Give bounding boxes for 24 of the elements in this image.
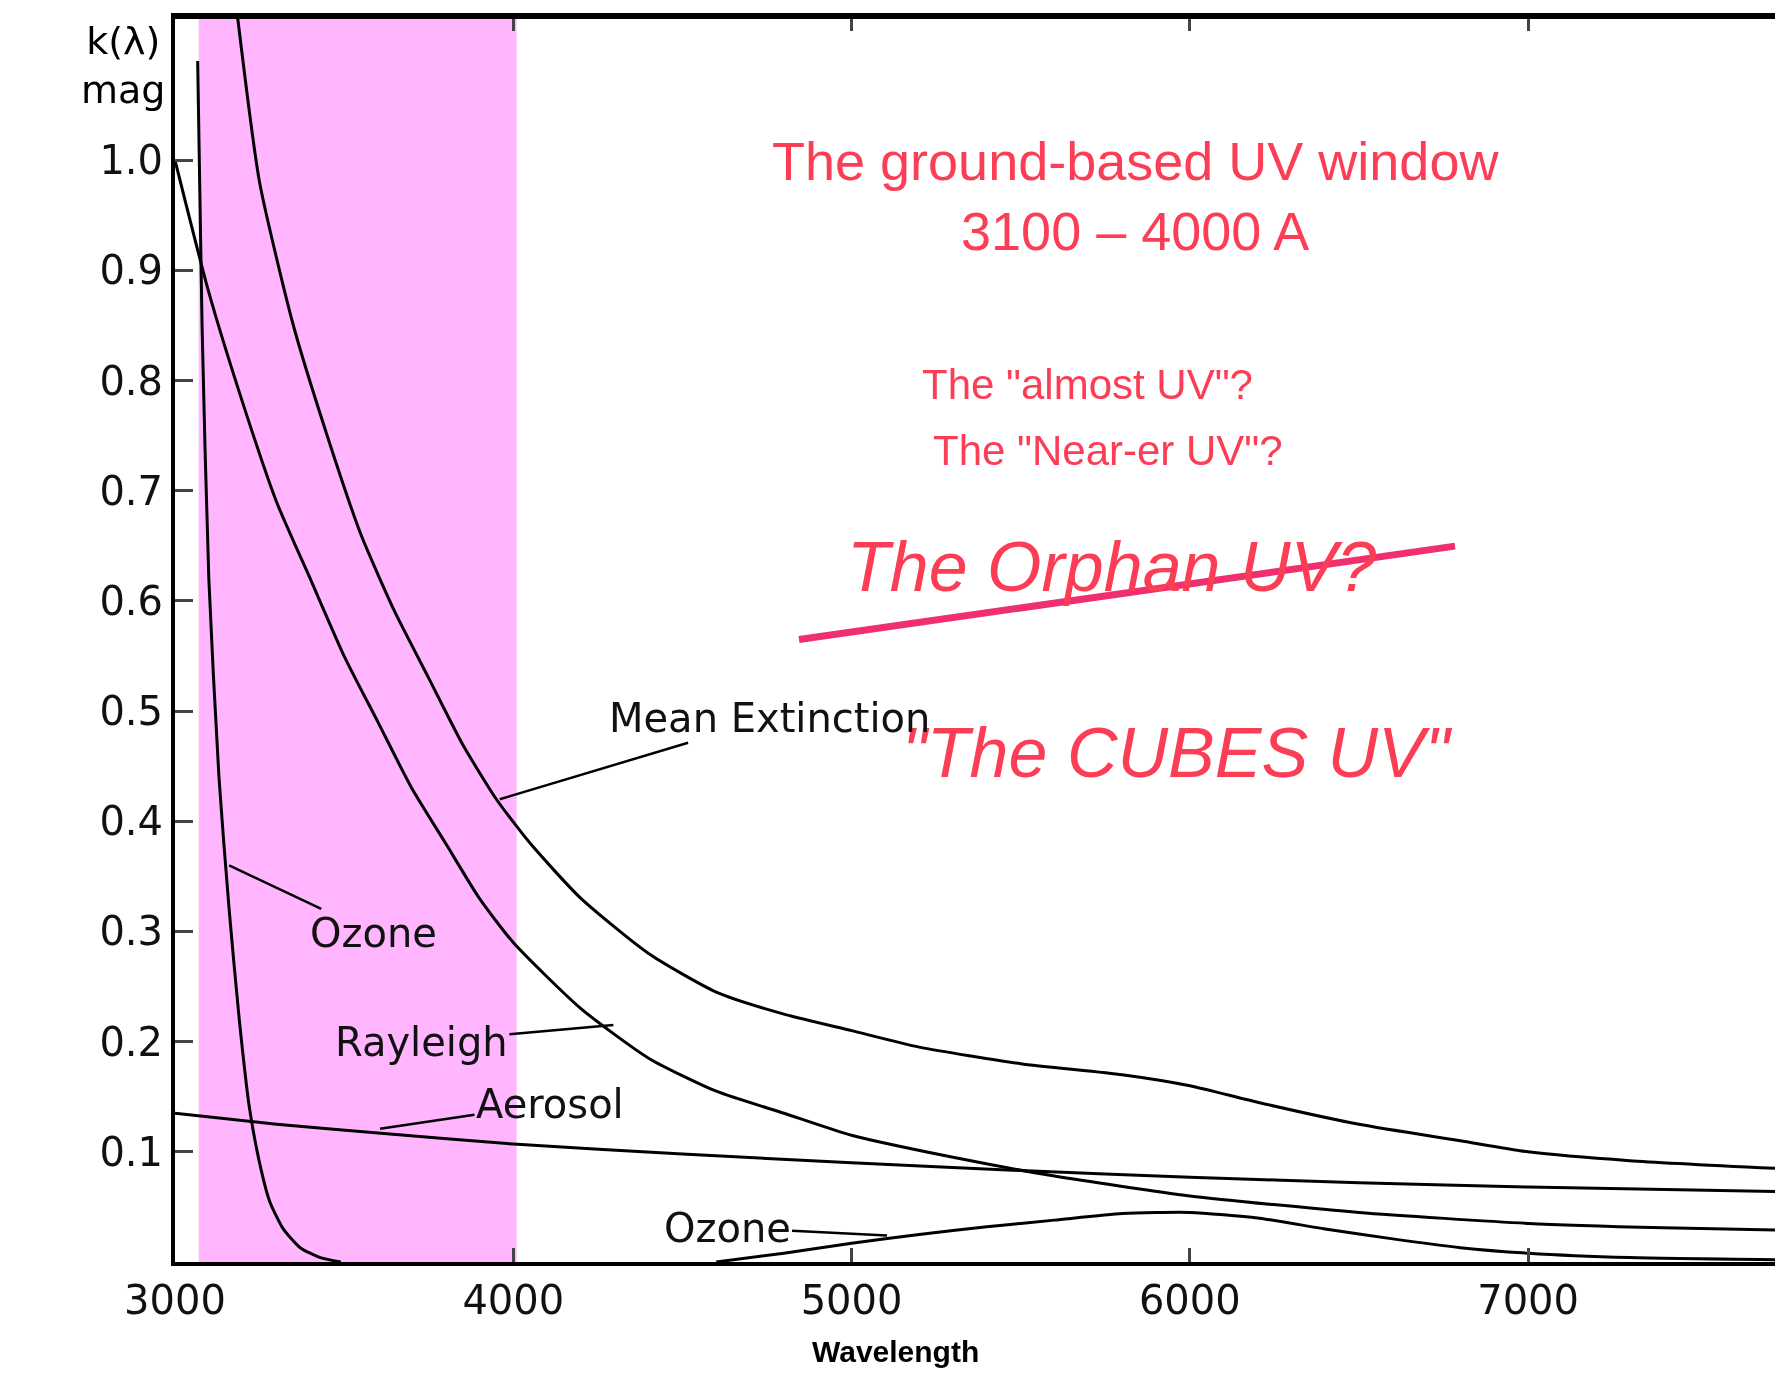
y-tick-label: 0.5: [99, 688, 163, 735]
y-tick-label: 0.8: [99, 357, 163, 404]
annotation: The "Near-er UV"?: [933, 427, 1283, 474]
annotation: Ozone: [310, 910, 437, 956]
annotation: The ground-based UV window 3100 – 4000 A: [772, 131, 1500, 262]
x-tick-label: 6000: [1138, 1277, 1241, 1323]
x-axis-title: Wavelength: [812, 1335, 980, 1368]
y-tick-label: 0.2: [99, 1018, 163, 1065]
y-tick-label: 0.3: [99, 908, 163, 955]
y-tick-label: 0.7: [99, 467, 163, 514]
annotation: Aerosol: [476, 1081, 624, 1127]
y-tick-label: 1.0: [99, 137, 163, 184]
x-tick-label: 7000: [1477, 1277, 1579, 1323]
x-tick-label: 4000: [462, 1277, 565, 1323]
x-tick-label: 5000: [800, 1277, 903, 1323]
y-axis-title: k(λ) mag: [81, 19, 166, 113]
annotation: Ozone: [664, 1205, 791, 1251]
y-tick-label: 0.1: [99, 1128, 163, 1175]
annotation: Rayleigh: [335, 1019, 508, 1065]
x-tick-label: 3000: [124, 1277, 226, 1323]
y-tick-label: 0.4: [99, 798, 163, 845]
y-tick-label: 0.6: [99, 577, 163, 624]
annotation: The "almost UV"?: [922, 361, 1253, 408]
y-tick-label: 0.9: [99, 247, 163, 294]
